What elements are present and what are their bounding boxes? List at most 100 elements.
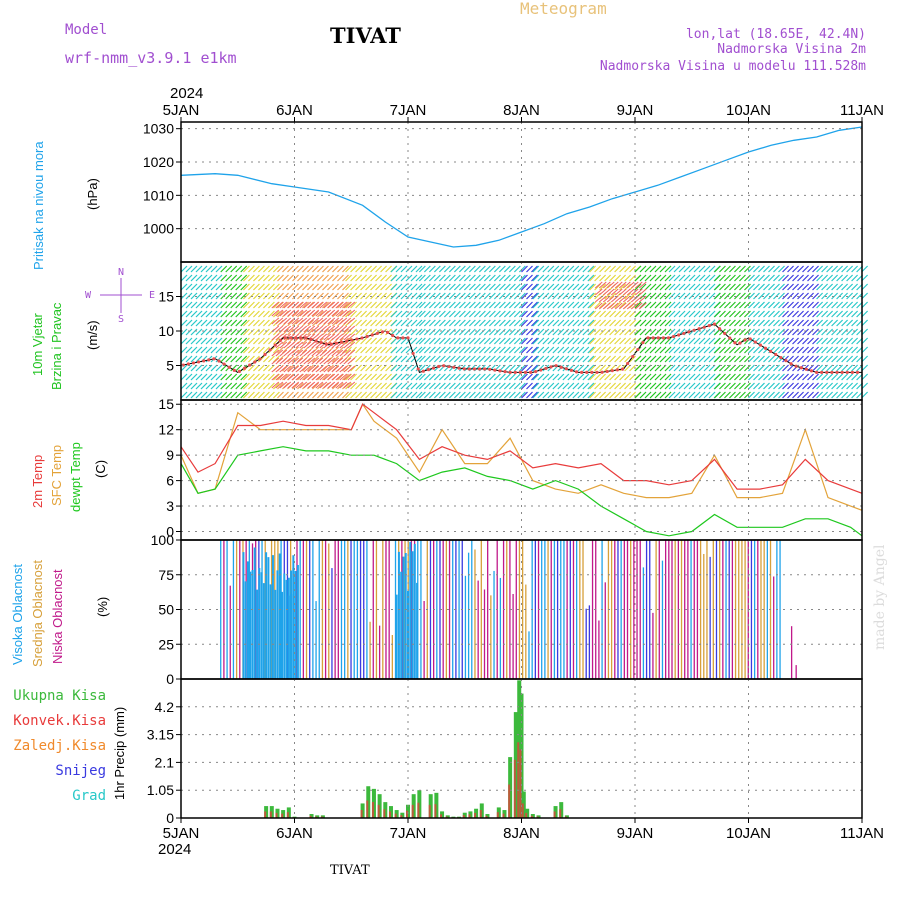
wind-barb: [562, 328, 570, 336]
wind-barb: [797, 346, 804, 354]
wind-barb: [826, 337, 834, 345]
wind-barb: [443, 328, 451, 336]
wind-barb: [659, 274, 667, 282]
wind-barb: [317, 355, 324, 363]
wind-barb: [719, 310, 726, 318]
cloud-ylabel-2: Srednja Oblacnost: [30, 560, 45, 667]
wind-barb: [258, 319, 265, 327]
wind-barb: [248, 364, 255, 372]
wind-barb: [587, 301, 595, 309]
wind-barb: [287, 319, 294, 327]
x-tick-label-bottom: 9JAN: [617, 825, 654, 842]
wind-barb: [200, 364, 208, 372]
wind-barb: [243, 292, 250, 300]
wind-barb: [195, 373, 203, 381]
wind-barb: [537, 355, 545, 363]
wind-barb: [322, 301, 329, 309]
wind-barb: [688, 283, 696, 291]
wind-barb: [531, 328, 538, 336]
wind-barb: [423, 283, 431, 291]
wind-barb: [395, 382, 403, 390]
y-tick-label: 100: [151, 532, 175, 548]
precip-conv-bar: [474, 812, 477, 818]
wind-barb: [729, 292, 736, 300]
wind-barb: [589, 265, 597, 273]
wind-barb: [744, 391, 751, 399]
wind-barb: [297, 310, 304, 318]
wind-barb: [279, 317, 288, 325]
wind-barb: [283, 325, 292, 333]
wind-barb: [763, 364, 770, 372]
precip-conv-bar: [485, 815, 488, 818]
wind-barb: [698, 274, 706, 282]
wind-barb: [831, 391, 839, 399]
wind-barb: [319, 381, 328, 389]
wind-barb: [327, 333, 336, 341]
wind-barb: [225, 274, 233, 282]
wind-barb: [582, 328, 590, 336]
wind-barb: [292, 283, 299, 291]
wind-barb: [200, 337, 208, 345]
wind-barb: [639, 310, 647, 318]
wind-barb: [513, 391, 521, 399]
wind-speed-point: [835, 370, 839, 374]
wind-speed-point: [263, 352, 267, 357]
wind-barb: [792, 373, 799, 381]
wind-barb: [748, 337, 755, 345]
wind-barb: [478, 346, 486, 354]
wind-speed-point: [620, 367, 625, 371]
wind-barb: [719, 283, 726, 291]
wind-barb: [734, 373, 741, 381]
wind-barb: [604, 310, 612, 318]
wind-barb: [385, 274, 392, 282]
wind-barb: [360, 346, 367, 354]
wind-barb: [598, 302, 607, 310]
wind-barb: [812, 319, 819, 327]
wind-barb: [748, 292, 755, 300]
wind-barb: [748, 283, 755, 291]
wind-barb: [347, 349, 356, 357]
wind-barb: [463, 274, 471, 282]
precip-conv-bar: [406, 810, 408, 818]
wind-barb: [448, 355, 456, 363]
wind-barb: [279, 373, 288, 381]
wind-barb: [668, 283, 676, 291]
wind-barb: [688, 310, 696, 318]
wind-barb: [493, 265, 501, 273]
wind-barb: [235, 328, 243, 336]
wind-barb: [644, 346, 652, 354]
wind-barb: [537, 382, 545, 390]
wind-barb: [453, 346, 461, 354]
wind-barb: [327, 373, 336, 381]
wind-barb: [807, 319, 814, 327]
wind-barb: [557, 382, 565, 390]
wind-barb: [291, 357, 300, 365]
wind-barb: [599, 391, 607, 399]
wind-barb: [719, 373, 726, 381]
wind-barb: [599, 373, 607, 381]
wind-speed-point: [442, 364, 446, 368]
wind-barb: [385, 391, 392, 399]
wind-barb: [714, 355, 721, 363]
wind-barb: [547, 292, 555, 300]
wind-barb: [537, 301, 545, 309]
wind-barb: [768, 391, 775, 399]
wind-barb: [734, 301, 741, 309]
wind-barb: [443, 301, 451, 309]
wind-barb: [668, 373, 676, 381]
wind-barb: [714, 382, 721, 390]
wind-barb: [758, 346, 765, 354]
wind-barb: [787, 373, 794, 381]
wind-barb: [263, 310, 270, 318]
wind-barb: [433, 382, 441, 390]
wind-barb: [380, 337, 387, 345]
wind-barb: [739, 310, 746, 318]
wind-barb: [518, 337, 526, 345]
wind-speed-point: [574, 370, 579, 374]
wind-barb: [513, 355, 521, 363]
wind-barb: [317, 373, 324, 381]
wind-barb: [773, 337, 780, 345]
wind-barb: [423, 391, 431, 399]
wind-barb: [753, 364, 760, 372]
wind-barb: [594, 310, 602, 318]
